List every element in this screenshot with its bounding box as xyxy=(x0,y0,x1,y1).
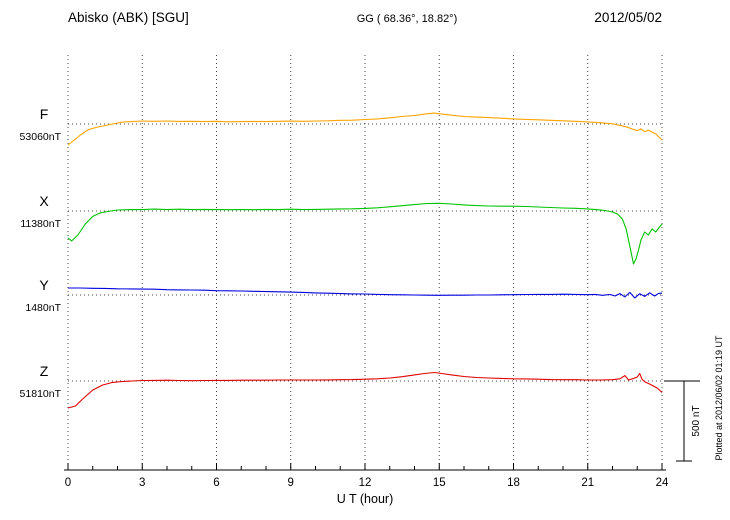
scalebar: 500 nT xyxy=(664,380,702,462)
trace-X xyxy=(67,202,663,265)
x-tick-label-21: 21 xyxy=(581,477,594,489)
plot-timestamp-note: Plotted at 2012/06/02 01:19 UT xyxy=(714,335,724,461)
scalebar-label: 500 nT xyxy=(691,405,702,436)
x-tick-label-12: 12 xyxy=(359,477,372,489)
coordinates-label: GG ( 68.36°, 18.82°) xyxy=(357,13,458,25)
date-label: 2012/05/02 xyxy=(594,10,662,25)
trace-Y xyxy=(68,287,663,299)
x-tick-label-0: 0 xyxy=(65,477,71,489)
x-tick-label-18: 18 xyxy=(507,477,520,489)
trace-F xyxy=(67,112,663,146)
series-baseline-value-X: 11380nT xyxy=(20,218,61,230)
x-tick-label-6: 6 xyxy=(213,477,219,489)
series-label-Z: Z xyxy=(40,363,49,379)
station-title: Abisko (ABK) [SGU] xyxy=(68,10,189,25)
x-tick-label-9: 9 xyxy=(288,477,294,489)
series-baseline-value-F: 53060nT xyxy=(20,131,62,143)
x-tick-label-3: 3 xyxy=(139,477,145,489)
series-label-Y: Y xyxy=(39,277,49,293)
x-tick-label-15: 15 xyxy=(433,477,446,489)
series-baseline-value-Z: 51810nT xyxy=(20,388,62,400)
series-baseline-value-Y: 1480nT xyxy=(25,302,61,314)
series-label-X: X xyxy=(39,193,49,209)
x-axis-title: U T (hour) xyxy=(337,492,394,506)
x-tick-label-24: 24 xyxy=(656,477,669,489)
series-label-F: F xyxy=(40,106,49,122)
trace-Z xyxy=(67,371,663,409)
